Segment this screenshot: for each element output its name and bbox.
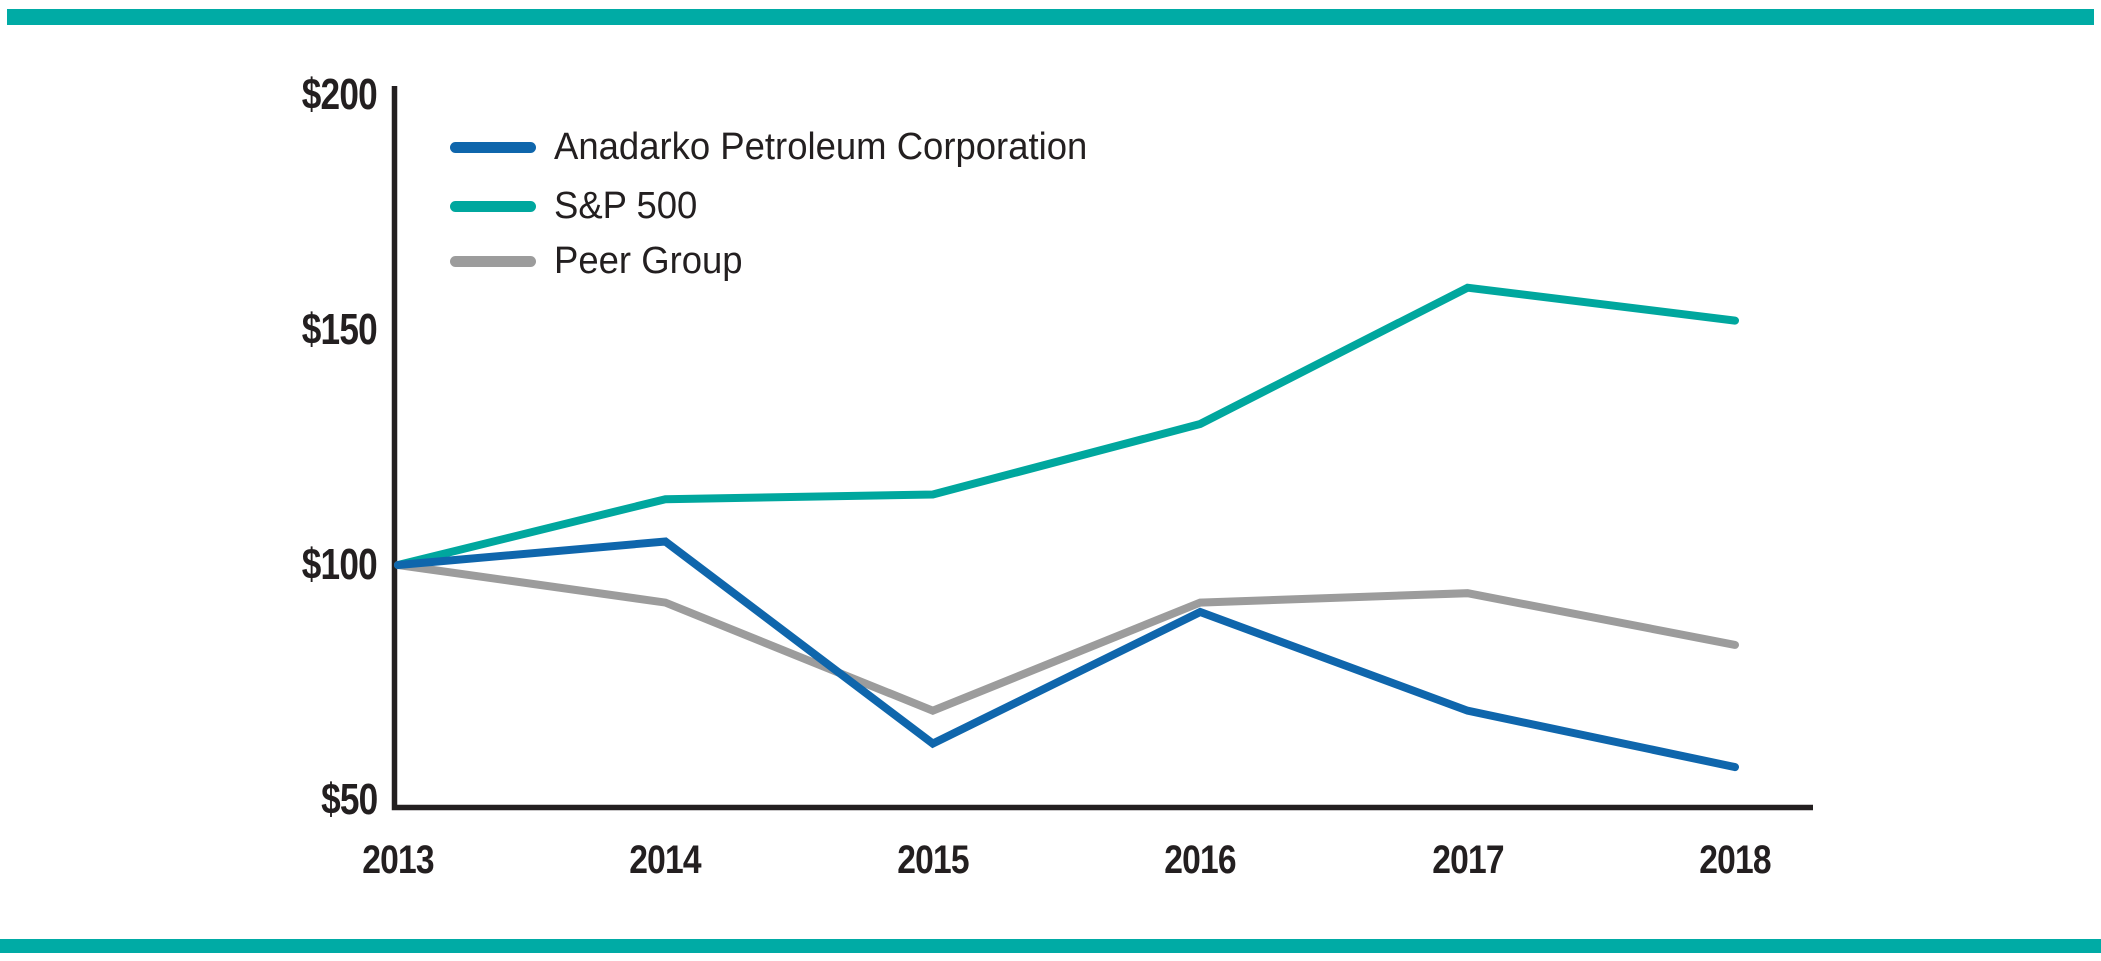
y-tick-label-50: $50 xyxy=(320,775,378,824)
series-line-peer-group xyxy=(394,561,1739,716)
series-line-s-p-500 xyxy=(394,283,1739,569)
x-tick-label-2017: 2017 xyxy=(1431,838,1504,882)
legend-label-sp500: S&P 500 xyxy=(554,184,698,227)
legend-item-anadarko: Anadarko Petroleum Corporation xyxy=(450,125,1110,169)
x-tick-label-2016: 2016 xyxy=(1164,838,1236,882)
y-tick-label-200: $200 xyxy=(301,70,378,119)
legend-swatch-peer-group-line xyxy=(450,255,536,267)
top-accent-bar xyxy=(7,9,2094,25)
x-tick-label-2014: 2014 xyxy=(629,838,702,882)
axes xyxy=(391,86,1813,811)
legend-label-peer-group: Peer Group xyxy=(554,239,743,282)
legend-label-anadarko: Anadarko Petroleum Corporation xyxy=(554,125,1088,168)
legend-item-sp500: S&P 500 xyxy=(450,184,703,228)
series-line-anadarko-petroleum-corporation xyxy=(394,537,1739,772)
legend-item-peer-group: Peer Group xyxy=(450,239,750,283)
x-tick-label-2013: 2013 xyxy=(362,838,434,882)
y-tick-label-100: $100 xyxy=(301,540,378,589)
legend-swatch-anadarko-line xyxy=(450,141,536,153)
x-tick-label-2015: 2015 xyxy=(897,838,969,882)
bottom-accent-bar xyxy=(0,939,2101,953)
y-tick-label-150: $150 xyxy=(301,305,378,354)
x-tick-label-2018: 2018 xyxy=(1699,838,1771,882)
legend-swatch-sp500-line xyxy=(450,200,536,212)
